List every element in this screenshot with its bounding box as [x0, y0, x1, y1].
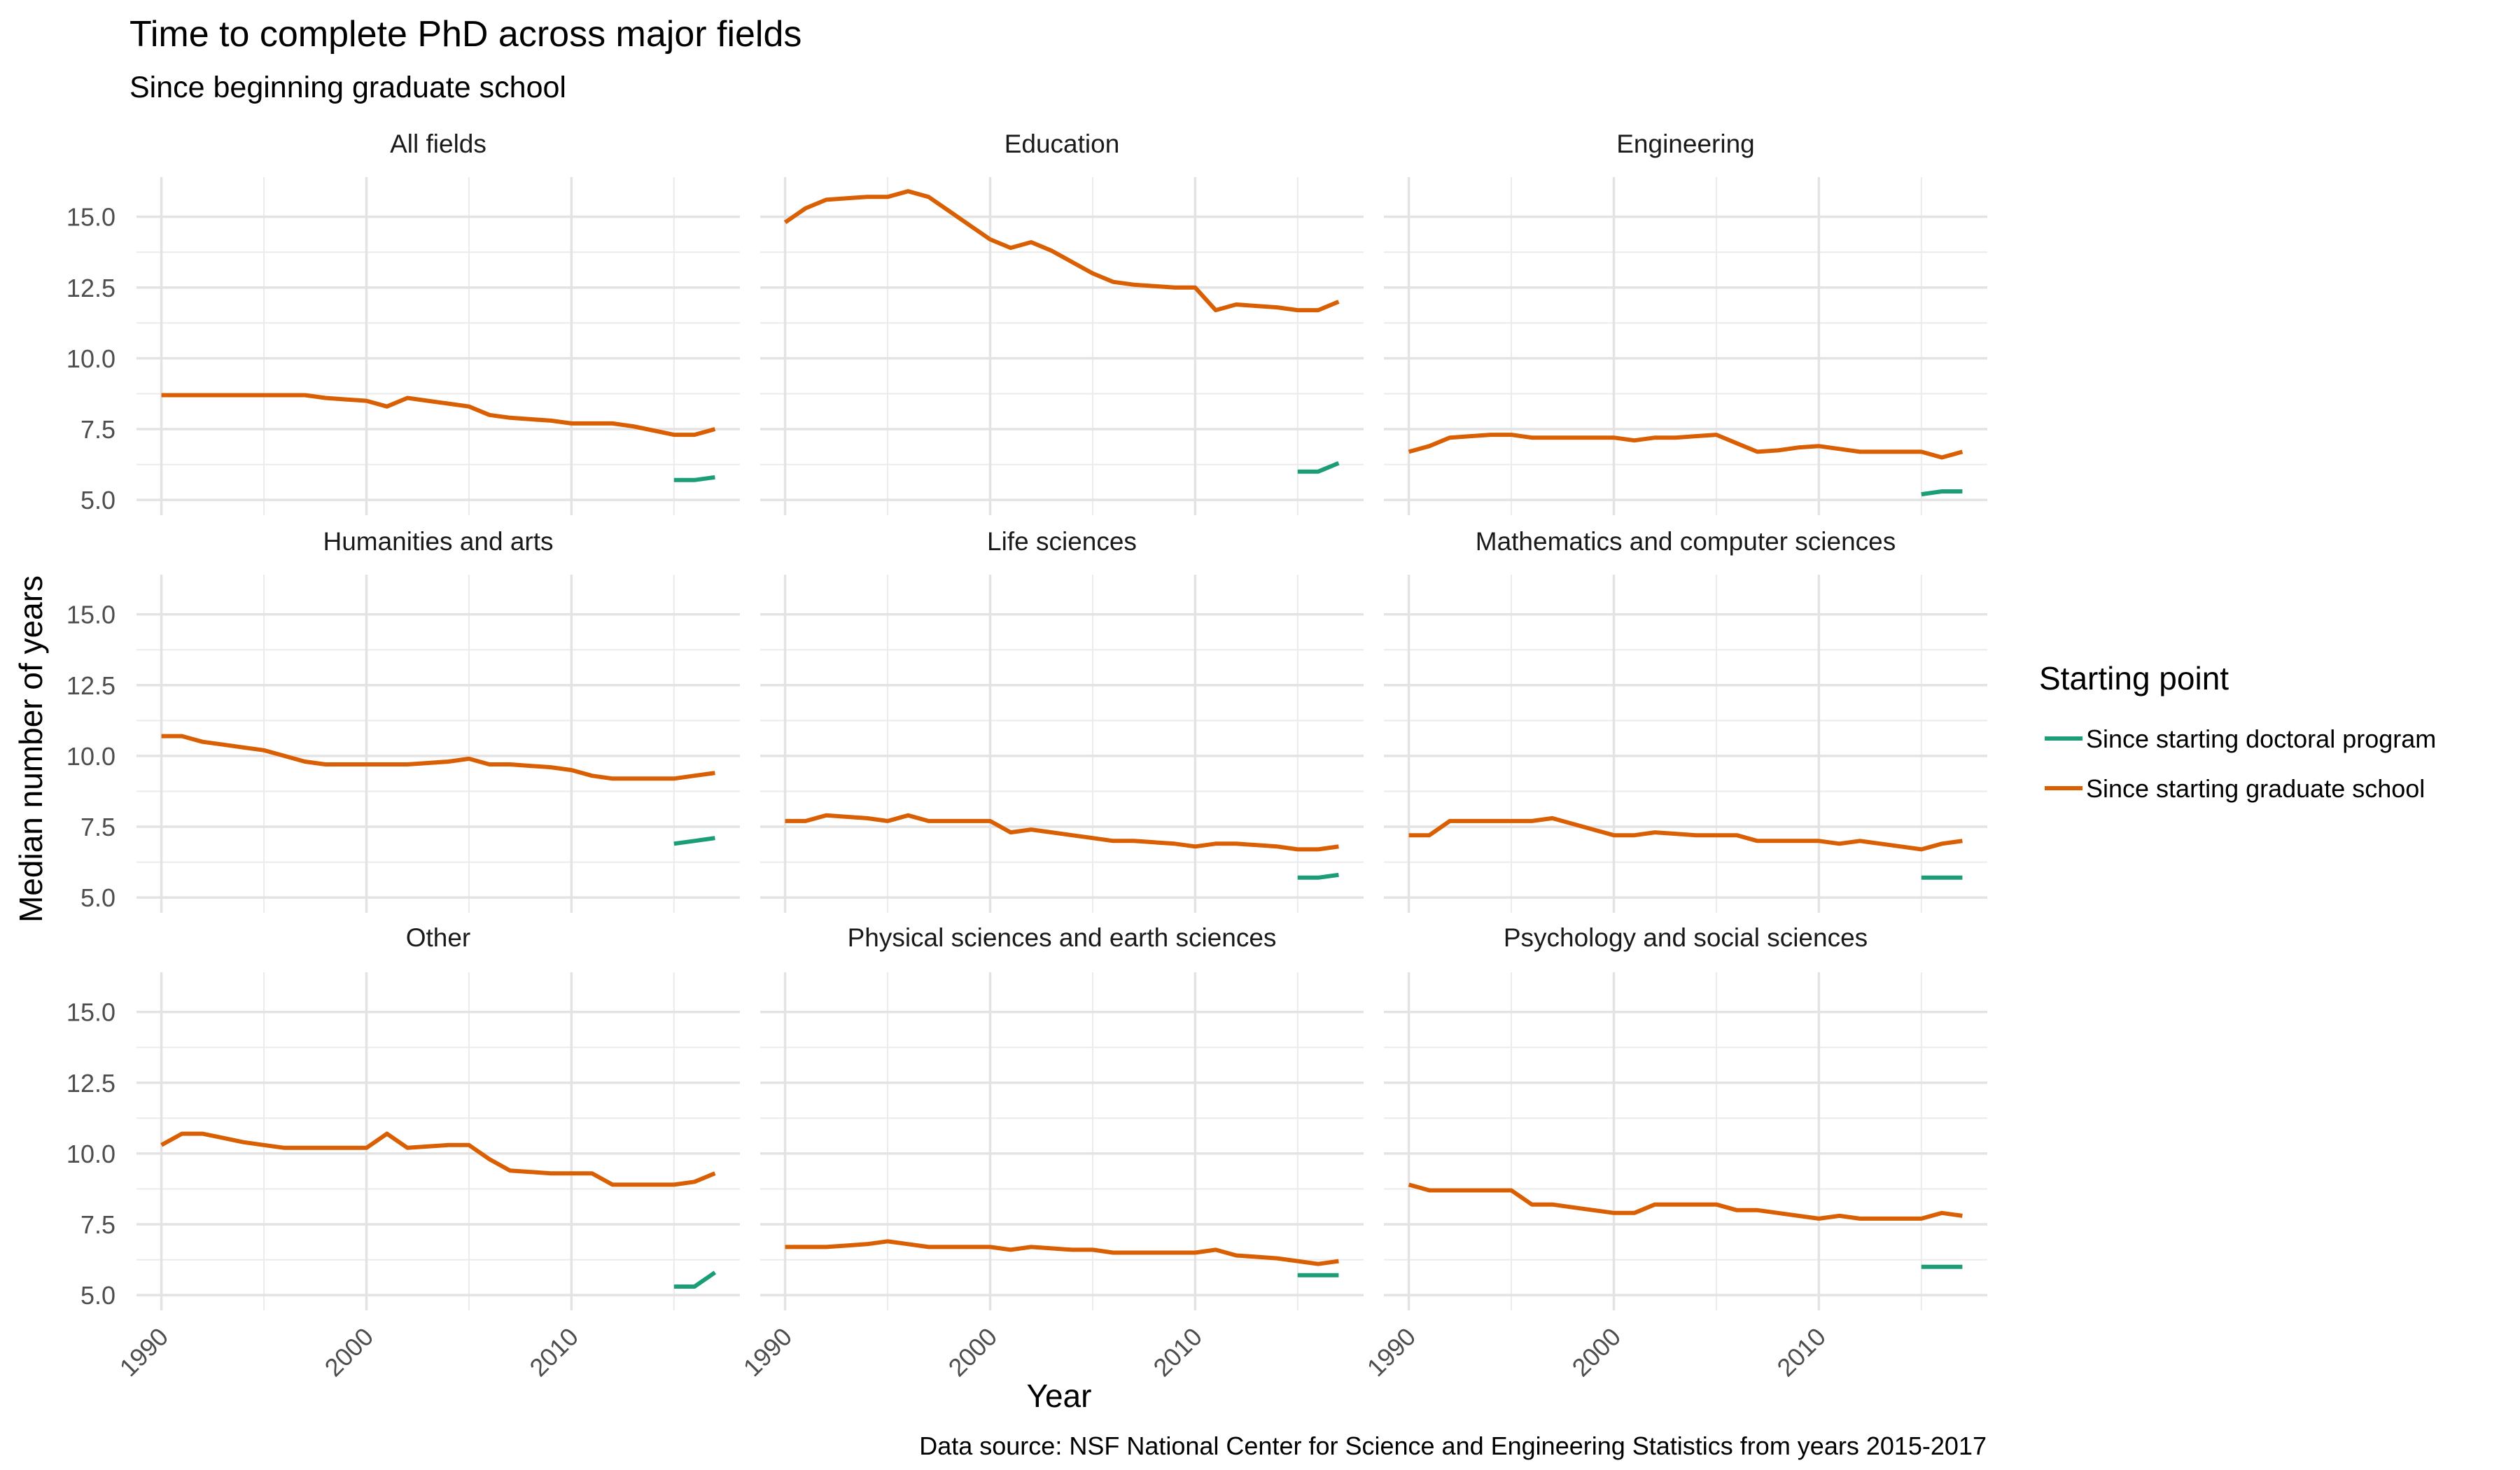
- doctoral-program-line: [1921, 489, 1963, 497]
- facet-panel: Life sciences: [760, 527, 1364, 913]
- facet-panel: Education: [760, 130, 1364, 515]
- doctoral-program-line: [673, 836, 715, 846]
- y-tick-label: 7.5: [80, 415, 115, 444]
- facet-panel: Other 5.0 7.5 10.0 12.5 15.0 1990 2000 2010: [66, 923, 740, 1382]
- facet-label: Education: [1004, 130, 1120, 158]
- facet-panel: All fields 5.0 7.5 10.0 12.5 15.0: [66, 130, 740, 515]
- x-tick-label: 1990: [738, 1322, 798, 1382]
- graduate-school-line: [785, 1239, 1339, 1266]
- y-tick-label: 15.0: [66, 601, 115, 629]
- x-tick-label: 2000: [319, 1322, 379, 1382]
- legend-title: Starting point: [2039, 660, 2229, 696]
- y-tick-label: 7.5: [80, 1210, 115, 1239]
- y-tick-label: 10.0: [66, 1140, 115, 1168]
- x-tick-label: 2010: [1147, 1322, 1208, 1382]
- facet-label: Engineering: [1616, 130, 1754, 158]
- y-tick-label: 15.0: [66, 998, 115, 1027]
- graduate-school-line: [785, 813, 1339, 852]
- facet-panel: Engineering: [1384, 130, 1987, 515]
- facet-panel: Humanities and arts 5.0 7.5 10.0 12.5 15.0: [66, 527, 740, 913]
- graduate-school-line: [161, 734, 715, 781]
- y-tick-label: 5.0: [80, 1281, 115, 1310]
- facet-panel: Mathematics and computer sciences: [1384, 527, 1987, 913]
- y-tick-label: 10.0: [66, 344, 115, 373]
- doctoral-program-line: [1297, 461, 1340, 474]
- x-tick-label: 2010: [1771, 1322, 1831, 1382]
- x-tick-label: 2000: [943, 1322, 1003, 1382]
- doctoral-program-line: [1297, 872, 1339, 880]
- x-tick-label: 2010: [524, 1322, 584, 1382]
- y-tick-label: 5.0: [80, 486, 115, 514]
- facet-label: Psychology and social sciences: [1504, 923, 1868, 952]
- graduate-school-line: [161, 393, 716, 438]
- graduate-school-line: [1408, 816, 1963, 852]
- y-tick-label: 12.5: [66, 274, 115, 302]
- y-tick-label: 12.5: [66, 671, 115, 700]
- graduate-school-line: [1408, 433, 1963, 460]
- chart-subtitle: Since beginning graduate school: [130, 71, 566, 104]
- x-tick-label: 2000: [1567, 1322, 1627, 1382]
- x-axis-title: Year: [1027, 1378, 1092, 1414]
- chart-title: Time to complete PhD across major fields: [130, 14, 802, 55]
- y-axis-title: Median number of years: [13, 575, 49, 923]
- chart-caption: Data source: NSF National Center for Sci…: [919, 1432, 1987, 1460]
- facet-label: Humanities and arts: [323, 527, 553, 556]
- x-tick-label: 1990: [1362, 1322, 1422, 1382]
- graduate-school-line: [160, 1131, 716, 1187]
- graduate-school-line: [1408, 1182, 1963, 1221]
- y-tick-label: 15.0: [66, 203, 115, 232]
- y-tick-label: 10.0: [66, 742, 115, 771]
- legend-label-doctoral: Since starting doctoral program: [2086, 724, 2436, 753]
- facet-label: Life sciences: [987, 527, 1137, 556]
- facet-label: Other: [406, 923, 471, 952]
- y-tick-label: 12.5: [66, 1069, 115, 1098]
- facet-label: Mathematics and computer sciences: [1476, 527, 1896, 556]
- y-tick-label: 5.0: [80, 883, 115, 912]
- legend-label-graduate: Since starting graduate school: [2086, 774, 2425, 803]
- y-tick-label: 7.5: [80, 813, 115, 841]
- facet-panels: All fields 5.0 7.5 10.0 12.5 15.0 Education Eng…: [66, 130, 1987, 1382]
- facet-label: Physical sciences and earth sciences: [848, 923, 1277, 952]
- x-tick-label: 1990: [114, 1322, 174, 1382]
- facet-label: All fields: [390, 130, 486, 158]
- facet-panel: Physical sciences and earth sciences 1990…: [738, 923, 1364, 1382]
- graduate-school-line: [783, 189, 1340, 313]
- doctoral-program-line: [673, 1270, 717, 1289]
- facet-panel: Psychology and social sciences 1990 2000 20…: [1362, 923, 1987, 1382]
- doctoral-program-line: [673, 475, 715, 482]
- legend: Starting point Since starting doctoral p…: [2039, 660, 2436, 803]
